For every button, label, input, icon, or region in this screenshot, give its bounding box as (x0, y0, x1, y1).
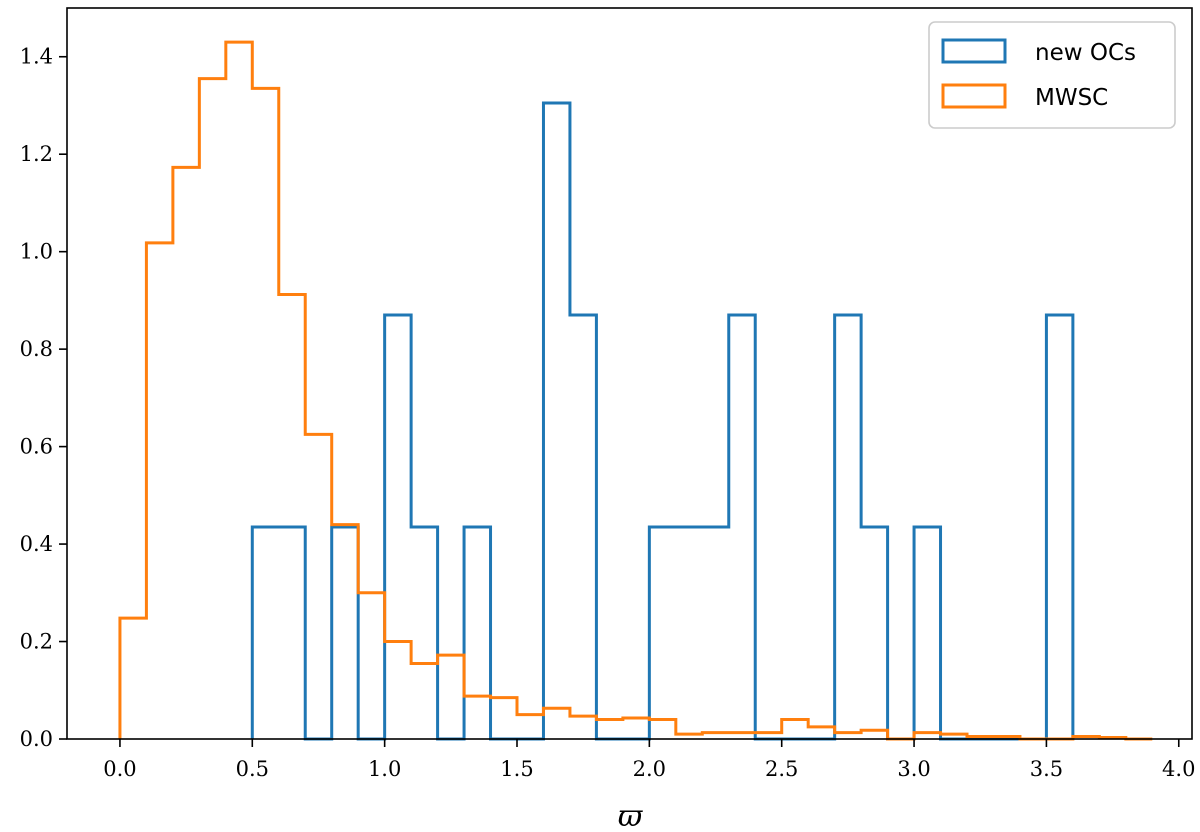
y-tick-label: 0.4 (20, 532, 53, 556)
x-axis-ticks: 0.0 0.5 1.0 1.5 2.0 2.5 3.0 3.5 4.0 (103, 739, 1195, 781)
y-tick-label: 0.2 (20, 630, 53, 654)
legend-label-new-ocs: new OCs (1035, 40, 1136, 66)
y-tick-label: 1.4 (20, 45, 53, 69)
x-tick-label: 1.5 (500, 757, 533, 781)
x-tick-label: 3.5 (1030, 757, 1063, 781)
axes-frame (66, 7, 1193, 740)
series-mwsc-outline (118, 40, 1153, 741)
x-axis-label: ϖ (618, 799, 644, 832)
x-tick-label: 4.0 (1162, 757, 1195, 781)
y-tick-label: 0.0 (20, 727, 53, 751)
x-tick-label: 2.5 (765, 757, 798, 781)
x-tick-label: 3.0 (897, 757, 930, 781)
y-axis-ticks: 0.0 0.2 0.4 0.6 0.8 1.0 1.2 1.4 (20, 45, 67, 751)
y-tick-label: 1.2 (20, 142, 53, 166)
x-tick-label: 0.0 (103, 757, 136, 781)
legend-label-mwsc: MWSC (1035, 85, 1108, 111)
y-tick-label: 0.8 (20, 337, 53, 361)
x-tick-label: 2.0 (633, 757, 666, 781)
legend: new OCs MWSC (928, 21, 1176, 129)
legend-swatch-new-ocs (941, 38, 1007, 64)
x-tick-label: 1.0 (368, 757, 401, 781)
y-tick-label: 1.0 (20, 240, 53, 264)
y-tick-label: 0.6 (20, 435, 53, 459)
legend-swatch-mwsc (941, 83, 1007, 109)
x-tick-label: 0.5 (236, 757, 269, 781)
legend-entries: new OCs MWSC (941, 38, 1136, 111)
legend-box (928, 21, 1176, 129)
